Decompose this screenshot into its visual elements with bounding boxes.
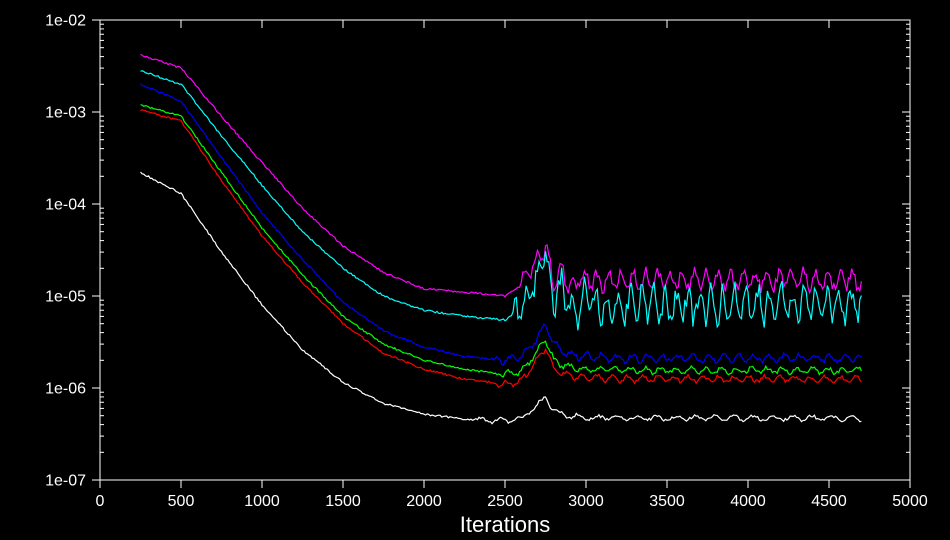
x-tick-label: 3500 — [649, 493, 685, 510]
convergence-chart: 0 500 1000 1500 2000 2500 3000 3500 4000 4500 5000… — [0, 0, 950, 540]
x-tick-label: 4500 — [811, 493, 847, 510]
x-tick-label: 1000 — [244, 493, 280, 510]
y-tick-label: 1e-02 — [45, 13, 86, 30]
y-tick-label: 1e-04 — [45, 197, 86, 214]
x-axis-title: Iterations — [460, 512, 551, 537]
chart-background — [0, 0, 950, 540]
y-tick-label: 1e-06 — [45, 381, 86, 398]
x-tick-label: 500 — [168, 493, 195, 510]
y-tick-label: 1e-03 — [45, 105, 86, 122]
x-tick-label: 2000 — [406, 493, 442, 510]
x-tick-label: 3000 — [568, 493, 604, 510]
x-tick-label: 2500 — [487, 493, 523, 510]
x-tick-label: 1500 — [325, 493, 361, 510]
x-tick-label: 5000 — [892, 493, 928, 510]
y-tick-label: 1e-05 — [45, 289, 86, 306]
chart-svg: 0 500 1000 1500 2000 2500 3000 3500 4000 4500 5000… — [0, 0, 950, 540]
y-tick-label: 1e-07 — [45, 473, 86, 490]
x-tick-label: 0 — [96, 493, 105, 510]
x-tick-label: 4000 — [730, 493, 766, 510]
